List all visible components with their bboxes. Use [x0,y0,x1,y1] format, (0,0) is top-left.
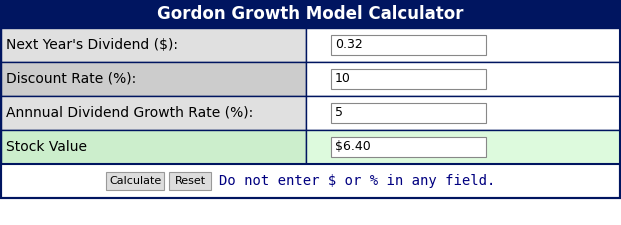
Text: Next Year's Dividend ($):: Next Year's Dividend ($): [6,38,178,52]
Bar [1,0,620,28]
Bar [331,35,486,55]
Bar [331,69,486,89]
Bar [306,96,620,130]
Text: Stock Value: Stock Value [6,140,87,154]
Text: Gordon Growth Model Calculator: Gordon Growth Model Calculator [157,5,464,23]
Bar [1,28,306,62]
Bar [306,130,620,164]
Bar [1,164,620,198]
Text: Do not enter $ or % in any field.: Do not enter $ or % in any field. [219,174,496,188]
Text: Reset: Reset [175,176,206,186]
Text: Annnual Dividend Growth Rate (%):: Annnual Dividend Growth Rate (%): [6,106,253,120]
Bar [331,137,486,157]
Bar [1,0,620,198]
Text: 0.32: 0.32 [335,38,363,52]
Bar [1,62,306,96]
Text: 10: 10 [335,72,351,86]
Text: 5: 5 [335,106,343,119]
Text: $6.40: $6.40 [335,140,371,153]
Bar [1,130,306,164]
Bar [106,172,164,190]
Bar [306,62,620,96]
Bar [331,103,486,123]
Bar [170,172,211,190]
Bar [1,96,306,130]
Text: Discount Rate (%):: Discount Rate (%): [6,72,136,86]
Bar [306,28,620,62]
Text: Calculate: Calculate [109,176,161,186]
